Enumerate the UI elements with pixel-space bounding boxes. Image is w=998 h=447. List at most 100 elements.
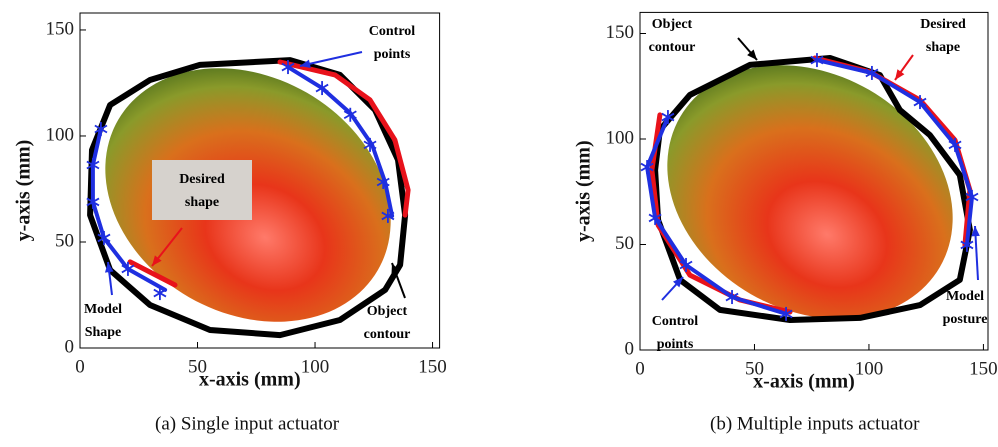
arrow-head	[300, 59, 311, 68]
control-point	[865, 65, 879, 80]
control-point	[97, 230, 111, 245]
y-tick-label: 50	[55, 230, 74, 251]
asterisk-stroke	[121, 264, 135, 274]
control-point	[343, 107, 357, 122]
x-axis-label: x-axis (mm)	[753, 371, 855, 393]
caption: (b) Multiple inputs actuator	[710, 413, 920, 434]
x-tick-label: 150	[969, 358, 998, 379]
curve	[87, 57, 409, 339]
control-point	[810, 53, 824, 68]
x-tick-label: 0	[75, 356, 85, 377]
control-point	[153, 286, 167, 301]
x-tick-label: 100	[301, 356, 330, 377]
control-point	[381, 208, 395, 223]
asterisk-stroke	[725, 292, 739, 302]
axes-frame	[79, 12, 441, 349]
control-point	[913, 95, 927, 110]
control-point	[281, 60, 295, 75]
annotation: Model	[84, 302, 122, 317]
control-point	[948, 137, 962, 152]
control-point	[94, 121, 108, 136]
asterisk-stroke	[661, 112, 675, 122]
axes-frame	[639, 11, 989, 351]
annotation: Object	[367, 304, 408, 319]
arrow-head	[971, 226, 980, 237]
control-point	[86, 158, 100, 173]
asterisk-stroke	[640, 162, 654, 172]
x-axis-label: x-axis (mm)	[199, 369, 301, 391]
annotation: points	[374, 47, 411, 62]
x-tick-label: 50	[745, 358, 764, 379]
annotation: contour	[364, 327, 411, 342]
y-tick-label: 100	[606, 127, 635, 148]
caption: (a) Single input actuator	[155, 413, 340, 434]
control-point	[661, 110, 675, 125]
arrow-head	[152, 255, 162, 266]
annotation: Object	[652, 17, 693, 32]
control-point	[648, 210, 662, 225]
y-tick-label: 50	[615, 233, 634, 254]
asterisk-stroke	[381, 211, 395, 221]
fruit-image	[667, 65, 953, 319]
annotation: Desired	[179, 172, 225, 187]
arrow-head	[391, 263, 400, 274]
y-tick-label: 0	[625, 338, 635, 359]
annotation: shape	[185, 195, 219, 210]
asterisk-stroke	[779, 309, 793, 319]
arrow-head	[673, 277, 683, 288]
control-point	[779, 306, 793, 321]
x-tick-label: 100	[855, 358, 884, 379]
y-tick-label: 150	[606, 22, 635, 43]
y-axis-label: y-axis (mm)	[13, 140, 35, 242]
asterisk-stroke	[343, 110, 357, 120]
asterisk-stroke	[648, 213, 662, 223]
asterisk-stroke	[948, 140, 962, 150]
asterisk-stroke	[913, 97, 927, 107]
y-tick-label: 150	[46, 18, 75, 39]
curve	[127, 59, 411, 288]
curve	[645, 58, 974, 316]
control-point	[965, 190, 979, 205]
x-tick-label: 0	[635, 358, 645, 379]
annotation: Desired	[920, 17, 966, 32]
annotation: points	[657, 337, 694, 352]
control-point	[640, 160, 654, 175]
asterisk-stroke	[94, 124, 108, 134]
asterisk-stroke	[376, 177, 390, 187]
control-point	[679, 257, 693, 272]
control-point	[376, 174, 390, 189]
annotation-arrow	[299, 51, 363, 67]
asterisk-stroke	[86, 160, 100, 170]
control-point	[960, 237, 974, 252]
arrow-head	[104, 262, 114, 273]
arrow-head	[895, 69, 905, 80]
asterisk-stroke	[281, 62, 295, 72]
y-axis-label: y-axis (mm)	[573, 140, 595, 242]
annotation: contour	[649, 40, 696, 55]
y-tick-label: 0	[65, 336, 75, 357]
control-point	[121, 261, 135, 276]
annotation: shape	[926, 40, 960, 55]
asterisk-stroke	[153, 288, 167, 298]
asterisk-stroke	[363, 140, 377, 150]
annotation: posture	[943, 312, 988, 327]
asterisk-stroke	[315, 83, 329, 93]
asterisk-stroke	[86, 197, 100, 207]
annotation: Shape	[85, 325, 122, 340]
annotation: Model	[946, 289, 984, 304]
asterisk-stroke	[679, 260, 693, 270]
annotation: Control	[652, 314, 699, 329]
x-tick-label: 50	[188, 356, 207, 377]
asterisk-stroke	[965, 192, 979, 202]
asterisk-stroke	[960, 240, 974, 250]
annotation: Control	[369, 24, 416, 39]
y-tick-label: 100	[46, 124, 75, 145]
annotation-box	[152, 160, 252, 220]
x-tick-label: 150	[418, 356, 447, 377]
asterisk-stroke	[810, 55, 824, 65]
control-point	[363, 137, 377, 152]
control-point	[86, 194, 100, 209]
control-point	[725, 290, 739, 305]
arrow-head	[747, 49, 757, 60]
